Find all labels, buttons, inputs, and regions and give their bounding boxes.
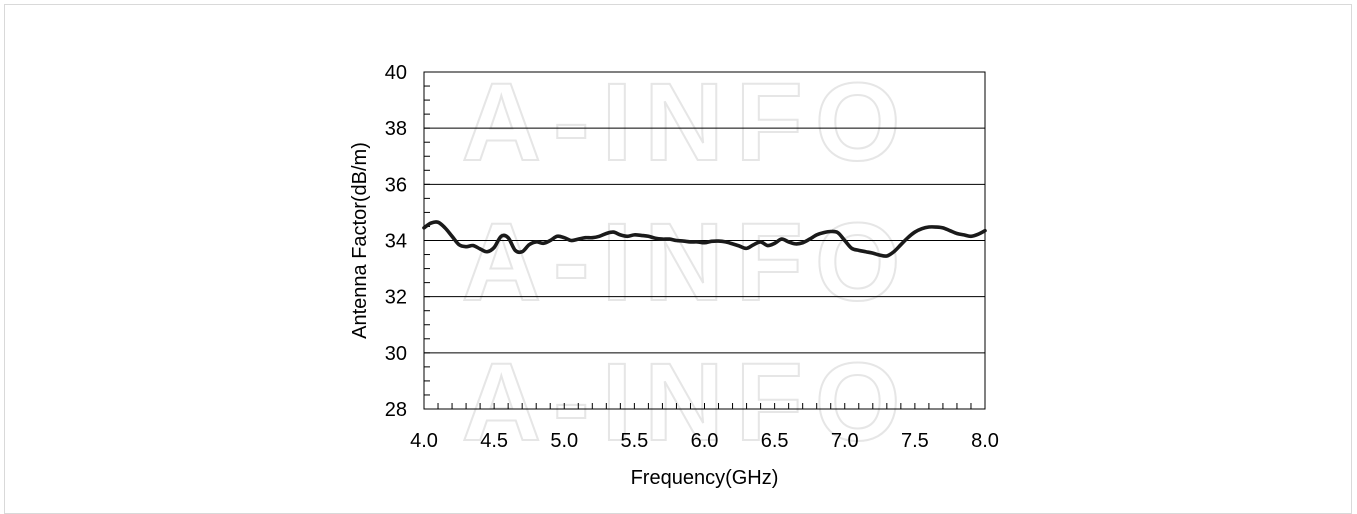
x-tick-label-5.0: 5.0 (550, 430, 578, 452)
x-tick-label-5.5: 5.5 (620, 430, 648, 452)
y-tick-label-36: 36 (385, 174, 407, 196)
x-tick-label-4.5: 4.5 (480, 430, 508, 452)
watermark-text-2: A-INFO (462, 201, 913, 324)
x-axis-title: Frequency(GHz) (631, 467, 779, 489)
y-tick-label-40: 40 (385, 62, 407, 84)
y-tick-label-38: 38 (385, 118, 407, 140)
grid-lines (424, 127, 985, 354)
watermark-text-3: A-INFO (462, 341, 913, 464)
x-tick-label-6.0: 6.0 (691, 430, 719, 452)
minor-ticks (423, 71, 986, 410)
y-tick-label-28: 28 (385, 399, 407, 421)
y-tick-label-30: 30 (385, 343, 407, 365)
y-tick-label-32: 32 (385, 287, 407, 309)
x-tick-label-8.0: 8.0 (971, 430, 999, 452)
x-tick-label-4.0: 4.0 (410, 430, 438, 452)
y-tick-label-34: 34 (385, 231, 407, 253)
series-line (422, 220, 987, 258)
y-axis-title: Antenna Factor(dB/m) (349, 142, 371, 339)
page-frame (4, 4, 1352, 514)
x-tick-label-7.5: 7.5 (901, 430, 929, 452)
watermark: A-INFO A-INFO A-INFO (461, 60, 913, 465)
x-tick-label-6.5: 6.5 (761, 430, 789, 452)
x-tick-label-7.0: 7.0 (831, 430, 859, 452)
watermark-text-1: A-INFO (462, 61, 913, 184)
y-tick-labels: 28 30 32 34 36 38 40 (385, 62, 407, 421)
x-tick-labels: 4.0 4.5 5.0 5.5 6.0 6.5 7.0 7.5 8.0 (410, 430, 999, 452)
